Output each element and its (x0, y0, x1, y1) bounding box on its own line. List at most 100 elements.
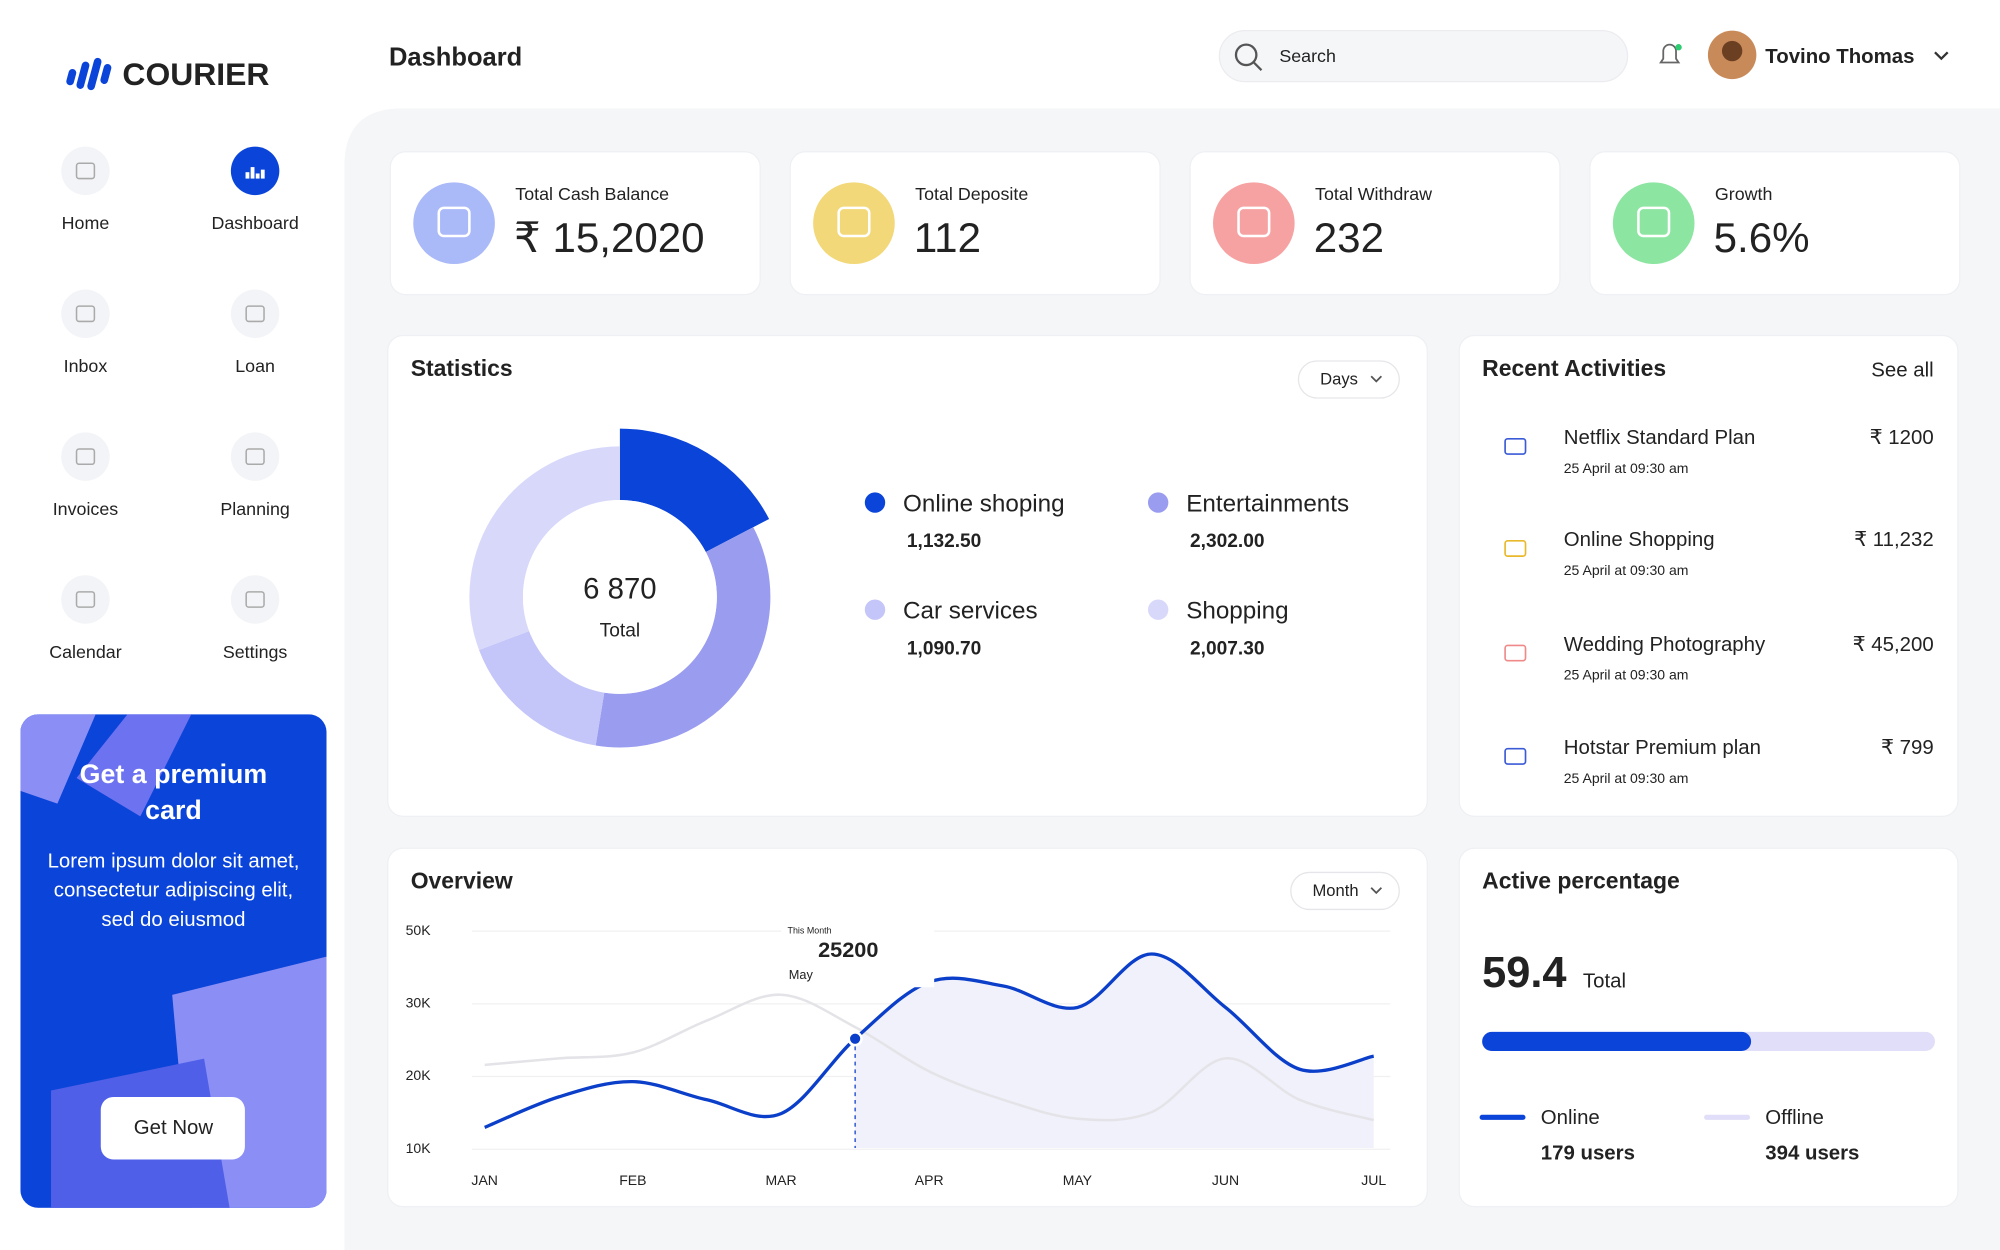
x-tick-label: JUL (1361, 1172, 1386, 1188)
user-name: Tovino Thomas (1765, 46, 1914, 68)
filter-label: Month (1313, 881, 1359, 900)
nav-icon-glyph (75, 162, 96, 180)
donut-segment (619, 428, 770, 553)
nav-icon[interactable] (61, 146, 110, 196)
promo-title: Get a premium card (79, 760, 268, 826)
legend-dot (1147, 492, 1169, 513)
nav-icon[interactable] (61, 575, 110, 624)
activity-date: 25 April at 09:30 am (1564, 667, 1689, 683)
activity-amount: ₹ 11,232 (1854, 529, 1934, 551)
bell-icon[interactable] (1659, 43, 1681, 64)
filter-label: Days (1320, 369, 1358, 388)
activity-amount: ₹ 1200 (1870, 427, 1934, 449)
stat-card (789, 151, 1161, 296)
bell-dot (1675, 44, 1682, 51)
nav-label: Dashboard (211, 213, 298, 233)
activity-amount: ₹ 45,200 (1853, 634, 1934, 656)
nav-icon-bar (245, 172, 250, 179)
tooltip-box (781, 920, 935, 988)
search-box[interactable] (1218, 29, 1629, 83)
legend-dot (1147, 599, 1169, 620)
y-tick-label: 10K (406, 1140, 432, 1156)
panel-title: Active percentage (1482, 868, 1680, 894)
stat-value: 112 (914, 214, 981, 261)
activity-icon (1504, 644, 1527, 662)
legend-dot (864, 599, 886, 620)
x-tick-label: MAR (765, 1172, 796, 1188)
see-all-link[interactable]: See all (1871, 360, 1933, 382)
stat-icon (1612, 182, 1695, 265)
panel-title: Statistics (411, 355, 513, 381)
active-value: 59.4 (1482, 949, 1566, 997)
donut-center (522, 500, 717, 694)
activity-icon (1504, 539, 1527, 557)
nav-icon[interactable] (230, 146, 280, 196)
tooltip-subtitle: May (789, 967, 814, 982)
legend-label: Shopping (1186, 598, 1288, 625)
stat-label: Total Withdraw (1315, 184, 1432, 204)
legend-users: 179 users (1541, 1143, 1635, 1165)
legend-value: 1,090.70 (907, 638, 981, 659)
activity-date: 25 April at 09:30 am (1564, 562, 1689, 578)
nav-label: Inbox (64, 356, 108, 376)
donut-segment (479, 631, 605, 746)
activity-name: Online Shopping (1564, 529, 1715, 551)
donut-total-label: Total (600, 620, 640, 641)
legend-value: 2,007.30 (1190, 638, 1264, 659)
x-tick-label: JAN (471, 1172, 497, 1188)
panel-title: Overview (411, 868, 513, 894)
tooltip-title: This Month (788, 925, 832, 935)
promo-button-label: Get Now (134, 1117, 214, 1139)
highlight-point (847, 1031, 863, 1047)
tooltip-value: 25200 (818, 937, 878, 962)
nav-icon-bar (250, 167, 255, 179)
nav-icon[interactable] (61, 289, 110, 339)
stat-card (1189, 151, 1561, 296)
user-chevron[interactable] (1934, 51, 1949, 61)
x-tick-label: JUN (1212, 1172, 1239, 1188)
promo-text-box: Get a premium card Lorem ipsum dolor sit … (38, 753, 308, 935)
overview-area (855, 954, 1374, 1148)
nav-label: Loan (235, 356, 275, 376)
donut-segment (595, 527, 771, 748)
nav-icon[interactable] (230, 289, 280, 339)
brand: COURIER (122, 56, 269, 92)
search-placeholder: Search (1279, 46, 1336, 66)
progress-fill (1482, 1031, 1752, 1052)
legend-label: Offline (1765, 1107, 1824, 1129)
legend-label: Online shoping (903, 491, 1065, 518)
filter-dropdown[interactable] (1290, 871, 1400, 911)
panel (1458, 334, 1959, 817)
stat-icon-glyph (1237, 206, 1271, 238)
stat-value: 232 (1314, 214, 1384, 261)
filter-dropdown[interactable] (1297, 360, 1400, 399)
nav-icon[interactable] (61, 432, 110, 481)
nav-icon[interactable] (230, 575, 280, 624)
nav-label: Home (62, 213, 110, 233)
nav-icon[interactable] (230, 432, 280, 481)
nav-icon-bar (260, 169, 265, 179)
legend-users: 394 users (1765, 1143, 1859, 1165)
promo-body: Lorem ipsum dolor sit amet, consectetur … (47, 850, 300, 932)
stat-label: Growth (1715, 184, 1773, 204)
search-icon-handle (1253, 61, 1263, 71)
filter-chevron (1370, 375, 1383, 383)
nav-label: Invoices (53, 499, 119, 519)
promo-button[interactable] (100, 1096, 245, 1160)
nav-icon-glyph (245, 305, 265, 323)
stat-icon (813, 182, 895, 265)
activity-name: Netflix Standard Plan (1564, 427, 1756, 449)
donut-segment (469, 446, 620, 650)
stat-icon-glyph (837, 206, 871, 238)
legend-value: 1,132.50 (907, 531, 981, 552)
activity-date: 25 April at 09:30 am (1564, 770, 1689, 786)
stat-label: Total Cash Balance (515, 184, 669, 204)
stat-value: ₹ 15,2020 (514, 214, 705, 261)
stat-card (389, 151, 761, 296)
y-tick-label: 20K (406, 1067, 432, 1083)
y-tick-label: 50K (406, 922, 432, 938)
activity-icon (1504, 437, 1527, 455)
nav-icon-glyph (245, 591, 265, 608)
